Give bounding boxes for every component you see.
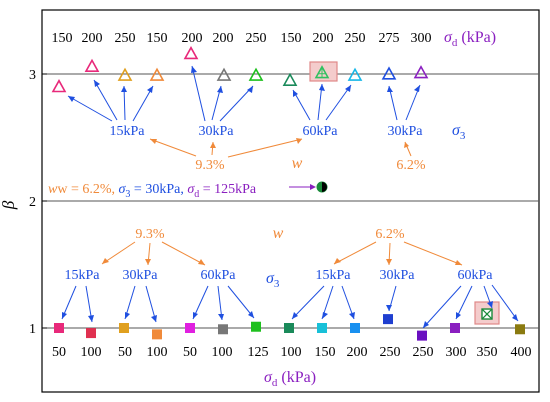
- y-axis-label: β: [0, 200, 18, 210]
- bottom-sigma-d-value: 300: [446, 345, 467, 360]
- square-marker: [54, 323, 64, 333]
- square-marker-cross: [481, 308, 493, 320]
- triangle-marker: [51, 79, 67, 93]
- top-w-arrowheads: [150, 138, 409, 148]
- triangle-marker: [149, 67, 165, 81]
- bottom-sigma3-group: 30kPa: [123, 268, 159, 283]
- bottom-sigma-d-value: 250: [380, 345, 401, 360]
- top-markers: [51, 46, 429, 93]
- top-sigma-d-value: 275: [379, 31, 400, 46]
- bottom-sigma-d-value: 125: [248, 345, 269, 360]
- top-sigma-d-value: 200: [182, 31, 203, 46]
- top-w-group: 9.3%: [195, 158, 225, 173]
- triangle-marker: [84, 58, 100, 72]
- bottom-sigma-d-value: 50: [183, 345, 197, 360]
- bottom-sigma-d-value: 100: [212, 345, 233, 360]
- top-sigma-d-value: 250: [115, 31, 136, 46]
- top-sigma-d-value: 150: [281, 31, 302, 46]
- top-w-label: w: [292, 155, 303, 172]
- top-sigma-d-value: 150: [147, 31, 168, 46]
- bottom-sigma-d-value: 50: [52, 345, 66, 360]
- y-tick-label-3: 3: [29, 68, 36, 83]
- bottom-w-label: w: [273, 225, 284, 242]
- top-w-group: 6.2%: [396, 158, 426, 173]
- bottom-sigma3-label: σ3: [266, 270, 280, 290]
- top-w-arrows: [149, 138, 412, 158]
- triangle-marker: [413, 65, 429, 79]
- bottom-sigma3-arrowheads: [62, 301, 518, 328]
- bottom-sigma-d-value: 100: [281, 345, 302, 360]
- square-marker: [317, 323, 327, 333]
- top-sigma3-arrows: [67, 65, 421, 122]
- bottom-w-group: 9.3%: [135, 227, 165, 242]
- square-marker: [383, 314, 393, 325]
- y-tick-label-1: 1: [29, 322, 36, 337]
- bottom-sigma3-arrows: [61, 284, 519, 329]
- square-marker: [119, 323, 129, 333]
- top-sigma3-arrowheads: [68, 66, 420, 102]
- square-marker: [251, 321, 261, 332]
- square-marker: [152, 329, 162, 340]
- annotation-text: ww = 6.2%, σ3 = 30kPa, σd = 125kPa: [48, 182, 257, 200]
- square-marker: [417, 330, 427, 341]
- bottom-sigma3-group: 15kPa: [65, 268, 101, 283]
- top-sigma-d-label: σd (kPa): [444, 29, 496, 49]
- bottom-sigma3-group: 30kPa: [380, 268, 416, 283]
- top-sigma-d-value: 250: [345, 31, 366, 46]
- triangle-marker: [117, 67, 133, 81]
- square-marker: [284, 323, 294, 333]
- annotation-arrowhead: [310, 184, 316, 190]
- bottom-sigma-d-value: 100: [81, 345, 102, 360]
- annotation-marker: [316, 181, 328, 193]
- bottom-sigma3-group: 15kPa: [316, 268, 352, 283]
- bottom-sigma-d-value: 50: [118, 345, 132, 360]
- triangle-marker: [183, 46, 199, 60]
- top-sigma3-group: 30kPa: [388, 124, 424, 139]
- bottom-sigma3-group: 60kPa: [458, 268, 494, 283]
- bottom-markers: [54, 308, 525, 341]
- square-marker: [515, 324, 525, 335]
- triangle-marker: [347, 67, 363, 81]
- bottom-sigma-d-value: 400: [511, 345, 532, 360]
- top-sigma-d-value: 250: [246, 31, 267, 46]
- top-sigma3-group: 30kPa: [199, 124, 235, 139]
- y-tick-label-2: 2: [29, 195, 36, 210]
- bottom-sigma-d-value: 200: [347, 345, 368, 360]
- square-marker: [350, 323, 360, 333]
- top-sigma-d-value: 200: [213, 31, 234, 46]
- top-sigma-d-value: 200: [82, 31, 103, 46]
- top-sigma-d-value: 150: [52, 31, 73, 46]
- bottom-sigma-d-value: 150: [315, 345, 336, 360]
- bottom-sigma3-group: 60kPa: [201, 268, 237, 283]
- triangle-marker: [282, 72, 298, 86]
- square-marker: [86, 328, 96, 339]
- bottom-sigma-d-value: 100: [147, 345, 168, 360]
- top-sigma-d-value: 200: [313, 31, 334, 46]
- triangle-marker: [216, 67, 232, 81]
- top-sigma3-group: 15kPa: [110, 124, 146, 139]
- bottom-sigma-d-value: 250: [413, 345, 434, 360]
- top-sigma3-label: σ3: [452, 122, 466, 142]
- bottom-w-group: 6.2%: [375, 227, 405, 242]
- square-marker: [185, 323, 195, 333]
- top-sigma-d-value: 300: [411, 31, 432, 46]
- square-marker: [218, 324, 228, 335]
- top-sigma3-group: 60kPa: [303, 124, 339, 139]
- bottom-w-arrowheads: [102, 258, 462, 265]
- triangle-marker: [381, 66, 397, 80]
- triangle-marker: [248, 67, 264, 81]
- bottom-w-arrows: [101, 241, 463, 266]
- square-marker: [450, 323, 460, 333]
- bottom-sigma-d-label: σd (kPa): [264, 369, 316, 389]
- bottom-sigma-d-value: 350: [477, 345, 498, 360]
